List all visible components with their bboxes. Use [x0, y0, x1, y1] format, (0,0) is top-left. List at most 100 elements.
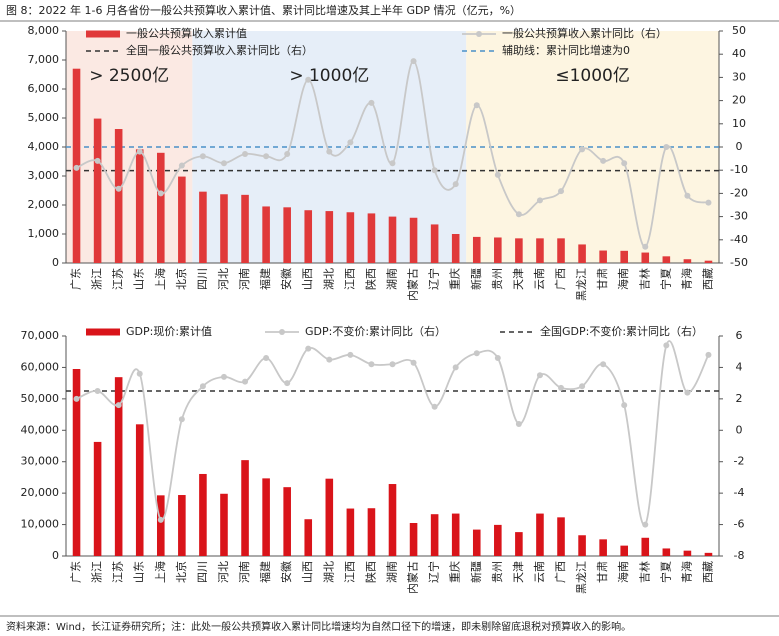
y-tick-label: 0 [52, 549, 59, 562]
x-tick-label: 甘肃 [596, 561, 609, 583]
bar [451, 513, 460, 556]
x-tick-label: 青海 [679, 561, 693, 583]
x-tick-label: 吉林 [637, 561, 651, 583]
x-tick-label: 重庆 [448, 268, 462, 290]
bar [409, 523, 418, 556]
bar [494, 524, 502, 556]
x-tick-label: 江西 [343, 561, 356, 583]
bar [515, 238, 523, 263]
x-tick-label: 福建 [258, 268, 272, 290]
line-marker [220, 160, 227, 167]
bar [578, 535, 586, 556]
x-tick-label: 湖南 [386, 561, 399, 583]
line-marker [558, 188, 565, 195]
bar [557, 517, 565, 556]
x-tick-label: 海南 [616, 268, 630, 290]
y2-tick-label: 0 [736, 423, 743, 436]
x-tick-label: 河北 [217, 268, 230, 290]
bar [199, 473, 207, 556]
line-marker [494, 355, 501, 361]
y-tick-label: 50,000 [21, 392, 60, 405]
line-marker [663, 342, 670, 349]
y2-tick-label: -8 [734, 549, 745, 562]
x-tick-label: 安徽 [279, 561, 293, 583]
x-tick-label: 江苏 [112, 268, 125, 290]
line-series [76, 60, 709, 248]
bar [325, 478, 334, 556]
line-marker [431, 403, 438, 410]
y2-tick-label: 0 [736, 140, 743, 153]
bar [114, 377, 123, 556]
bar [599, 539, 607, 556]
line-marker [431, 167, 438, 174]
bar [262, 206, 270, 263]
x-tick-label: 云南 [533, 268, 546, 290]
bar [93, 118, 102, 263]
line-marker [326, 148, 333, 155]
bar [93, 441, 102, 556]
x-tick-label: 山西 [301, 268, 314, 290]
x-tick-label: 新疆 [469, 561, 483, 583]
y2-tick-label: 20 [732, 94, 746, 107]
line-marker [642, 243, 649, 250]
line-marker [536, 372, 543, 379]
x-tick-label: 内蒙古 [406, 268, 420, 301]
y2-tick-label: 4 [736, 360, 743, 373]
x-tick-label: 广东 [70, 561, 83, 583]
x-tick-label: 河南 [238, 561, 251, 583]
y-tick-label: 40,000 [21, 423, 60, 436]
y-tick-label: 4,000 [28, 140, 60, 153]
bar [578, 244, 586, 263]
line-marker [600, 157, 607, 164]
bar [557, 238, 565, 263]
x-tick-label: 陕西 [363, 268, 377, 290]
legend-swatch-marker [279, 329, 285, 335]
bar [262, 478, 270, 556]
x-tick-label: 云南 [533, 561, 546, 583]
line-marker [178, 416, 185, 423]
x-tick-label: 黑龙江 [575, 268, 588, 301]
x-tick-label: 浙江 [91, 561, 104, 583]
x-tick-label: 宁夏 [658, 561, 672, 583]
y2-tick-label: 6 [736, 329, 743, 342]
bar [662, 548, 671, 556]
bar [283, 207, 291, 263]
bar [662, 256, 671, 263]
source-note: 资料来源：Wind，长江证券研究所；注：此处一般公共预算收入累计同比增速均为自然… [6, 620, 631, 633]
x-tick-label: 天津 [512, 561, 525, 583]
x-tick-label: 安徽 [279, 268, 293, 290]
x-tick-label: 四川 [196, 561, 209, 583]
bar [241, 460, 249, 556]
line-marker [242, 378, 249, 385]
line-marker [284, 150, 291, 157]
x-tick-label: 山西 [301, 561, 314, 583]
bar [472, 236, 481, 263]
x-tick-label: 江西 [343, 268, 356, 290]
bar [472, 529, 481, 556]
x-tick-label: 天津 [512, 268, 525, 290]
bar [135, 149, 144, 263]
line-marker [410, 359, 417, 366]
line-marker [452, 364, 459, 371]
line-marker [115, 402, 122, 409]
bar [641, 252, 650, 263]
y2-tick-label: -2 [734, 455, 745, 468]
y-tick-label: 0 [52, 256, 59, 269]
legend-label: GDP:现价:累计值 [126, 325, 212, 338]
figure-title: 图 8：2022 年 1-6 月各省份一般公共预算收入累计值、累计同比增速及其上… [6, 3, 521, 17]
bar [409, 217, 418, 263]
bar [72, 369, 81, 556]
line-marker [389, 361, 396, 368]
x-tick-label: 贵州 [491, 268, 504, 290]
x-tick-label: 福建 [258, 561, 272, 583]
bar [220, 493, 228, 556]
x-tick-label: 山东 [133, 561, 146, 583]
x-tick-label: 湖南 [386, 268, 399, 290]
region-label: ≤1000亿 [555, 66, 630, 86]
x-tick-label: 辽宁 [427, 561, 441, 583]
line-marker [263, 355, 270, 361]
x-tick-label: 广西 [554, 268, 567, 290]
line-marker [705, 199, 712, 206]
bar [156, 495, 165, 556]
